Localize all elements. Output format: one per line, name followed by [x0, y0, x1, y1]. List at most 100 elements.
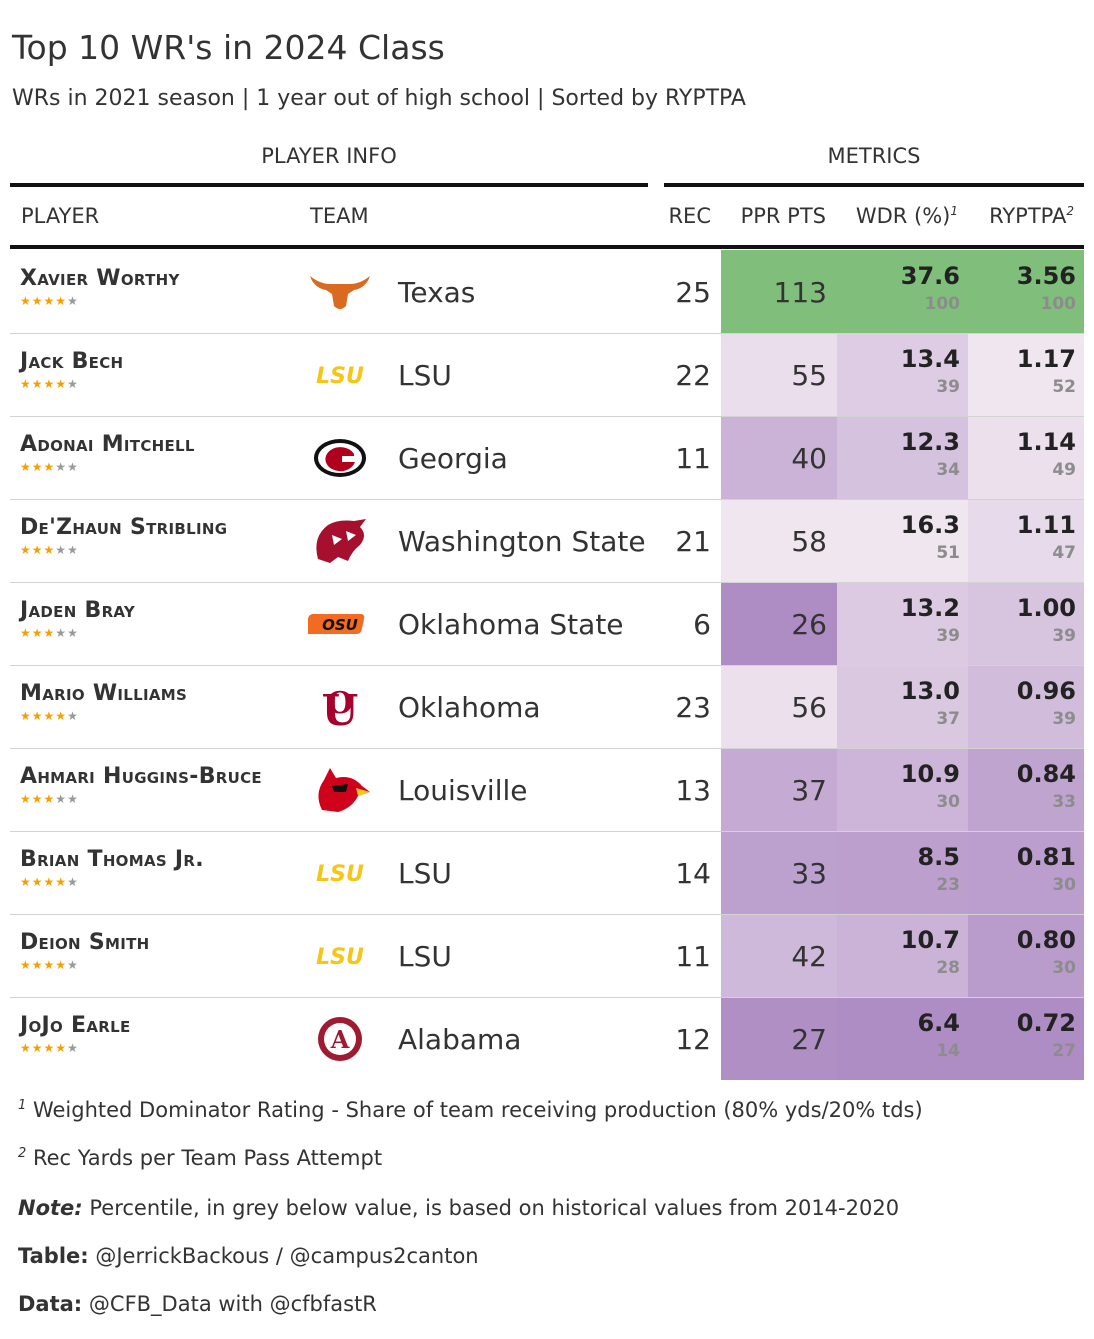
- ppr-value: 40: [791, 442, 827, 475]
- osu-icon: OSU: [305, 600, 372, 648]
- wdr-value: 13.0: [900, 677, 960, 705]
- ryptpa-value: 1.11: [1016, 511, 1076, 539]
- star-icon: ★: [20, 377, 32, 391]
- ryptpa-percentile: 49: [1052, 460, 1076, 480]
- wdr-cell: 6.4 14: [837, 997, 968, 1080]
- row-divider: [10, 997, 1084, 998]
- ryptpa-value: 0.96: [1016, 677, 1076, 705]
- footnote-1-mark: 1: [18, 1098, 27, 1113]
- star-icon: ★: [67, 709, 79, 723]
- star-icon: ★: [67, 1041, 79, 1055]
- ryptpa-percentile: 30: [1052, 958, 1076, 978]
- ppr-cell: 56: [721, 665, 837, 748]
- star-icon: ★: [31, 626, 44, 640]
- column-header-wdr: WDR (%)1: [827, 204, 958, 228]
- wdr-percentile: 39: [936, 377, 960, 397]
- star-rating: ★★★★★: [20, 626, 79, 640]
- ppr-value: 27: [791, 1023, 827, 1056]
- star-icon: ★: [31, 460, 44, 474]
- spanner-player-info: PLAYER INFO: [261, 144, 397, 168]
- note-line: Note: Percentile, in grey below value, i…: [18, 1196, 899, 1220]
- column-header-rec: REC: [668, 204, 711, 228]
- star-icon: ★: [31, 958, 44, 972]
- georgia-g-icon: [308, 434, 372, 482]
- wdr-percentile: 34: [936, 460, 960, 480]
- player-name: Xavier Worthy: [20, 266, 180, 291]
- lsu-icon: LSU: [308, 932, 372, 980]
- row-divider: [10, 416, 1084, 417]
- star-icon: ★: [20, 875, 32, 889]
- row-divider: [10, 748, 1084, 749]
- team-name: LSU: [398, 940, 452, 973]
- ryptpa-value: 0.72: [1016, 1009, 1076, 1037]
- ryptpa-percentile: 100: [1040, 294, 1077, 314]
- column-header-team: TEAM: [310, 204, 369, 228]
- ppr-value: 56: [791, 691, 827, 724]
- star-icon: ★: [67, 460, 79, 474]
- ppr-cell: 37: [721, 748, 837, 831]
- table-credit: Table: @JerrickBackous / @campus2canton: [18, 1244, 479, 1268]
- ppr-cell: 113: [721, 250, 837, 333]
- ryptpa-cell: 1.14 49: [968, 416, 1084, 499]
- star-icon: ★: [43, 626, 56, 640]
- ppr-cell: 58: [721, 499, 837, 582]
- alabama-icon: A: [308, 1015, 372, 1063]
- star-icon: ★: [55, 792, 68, 806]
- rec-value: 23: [675, 691, 711, 724]
- ppr-value: 55: [791, 359, 827, 392]
- star-icon: ★: [20, 1041, 32, 1055]
- svg-text:U: U: [322, 686, 359, 731]
- star-rating: ★★★★★: [20, 377, 79, 391]
- team-name: Alabama: [398, 1023, 522, 1056]
- table-row: 27 6.4 14 0.72 27 JoJo Earle ★★★★★ A Alabama 12: [10, 997, 1084, 1080]
- louisville-cardinal-icon: [308, 766, 372, 814]
- star-icon: ★: [55, 709, 68, 723]
- column-header-ppr: PPR PTS: [740, 204, 826, 228]
- ryptpa-percentile: 30: [1052, 875, 1076, 895]
- ppr-value: 33: [791, 857, 827, 890]
- star-rating: ★★★★★: [20, 460, 79, 474]
- wdr-cell: 13.0 37: [837, 665, 968, 748]
- rec-value: 22: [675, 359, 711, 392]
- wdr-cell: 16.3 51: [837, 499, 968, 582]
- ryptpa-value: 0.84: [1016, 760, 1076, 788]
- ryptpa-value: 0.81: [1016, 843, 1076, 871]
- rec-value: 25: [675, 276, 711, 309]
- ppr-cell: 55: [721, 333, 837, 416]
- star-icon: ★: [67, 875, 79, 889]
- star-rating: ★★★★★: [20, 875, 79, 889]
- star-icon: ★: [43, 460, 56, 474]
- player-name: Jaden Bray: [20, 598, 136, 623]
- column-header-ryptpa: RYPTPA2: [958, 204, 1074, 228]
- wdr-value: 37.6: [900, 262, 960, 290]
- team-name: Washington State: [398, 525, 646, 558]
- ryptpa-value: 1.14: [1016, 428, 1076, 456]
- star-rating: ★★★★★: [20, 294, 79, 308]
- wdr-value: 13.2: [900, 594, 960, 622]
- wdr-cell: 8.5 23: [837, 831, 968, 914]
- star-rating: ★★★★★: [20, 709, 79, 723]
- star-icon: ★: [67, 626, 79, 640]
- table-row: 40 12.3 34 1.14 49 Adonai Mitchell ★★★★★ Georgi…: [10, 416, 1084, 499]
- wdr-percentile: 37: [936, 709, 960, 729]
- team-name: Texas: [398, 276, 476, 309]
- player-name: Brian Thomas Jr.: [20, 847, 204, 872]
- svg-text:OSU: OSU: [322, 616, 358, 634]
- wdr-cell: 13.2 39: [837, 582, 968, 665]
- star-icon: ★: [20, 294, 32, 308]
- team-name: Louisville: [398, 774, 528, 807]
- lsu-icon: LSU: [308, 849, 372, 897]
- ryptpa-percentile: 47: [1052, 543, 1076, 563]
- ppr-cell: 40: [721, 416, 837, 499]
- star-icon: ★: [67, 792, 79, 806]
- star-rating: ★★★★★: [20, 1041, 79, 1055]
- star-icon: ★: [67, 294, 79, 308]
- footnote-1-text: Weighted Dominator Rating - Share of tea…: [32, 1098, 923, 1122]
- ppr-value: 58: [791, 525, 827, 558]
- ppr-value: 113: [773, 276, 827, 309]
- star-icon: ★: [67, 958, 79, 972]
- footnote-2-text: Rec Yards per Team Pass Attempt: [32, 1146, 383, 1170]
- wdr-percentile: 100: [924, 294, 961, 314]
- table-credit-label: Table:: [18, 1244, 89, 1268]
